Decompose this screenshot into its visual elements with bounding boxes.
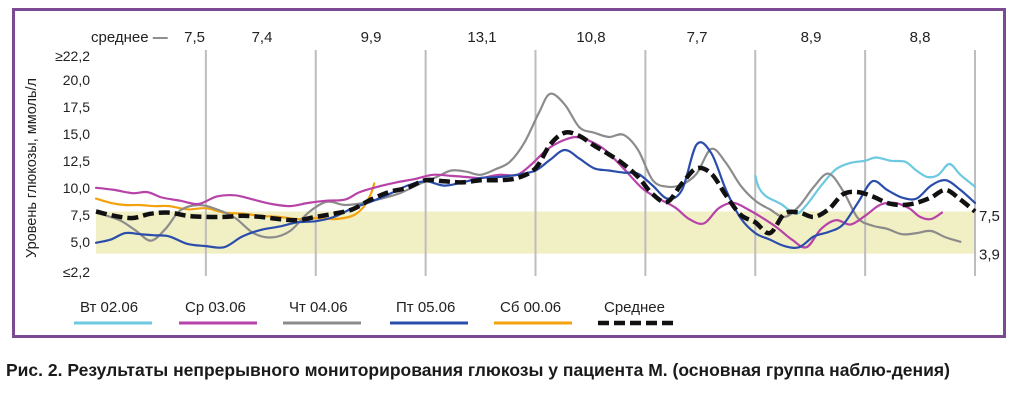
- glucose-chart: ≥22,2 20,0 17,5 15,0 12,5 10,0 7,5 5,0 ≤2,2 Урове…: [24, 29, 1000, 326]
- y-tick-label: 17,5: [63, 99, 90, 115]
- legend-label: Сб 00.06: [500, 299, 561, 316]
- y-tick-label: 12,5: [63, 153, 90, 169]
- mean-label: 7,5: [184, 29, 205, 46]
- series-line-fri: [94, 141, 977, 249]
- series-line-wed: [94, 135, 944, 249]
- chart-frame: [12, 8, 1006, 338]
- y-axis-label: Уровень глюкозы, ммоль/л: [24, 78, 40, 258]
- mean-label: 9,9: [361, 29, 382, 46]
- series-line-tu: [754, 156, 977, 215]
- y-tick-label: ≥22,2: [55, 48, 90, 64]
- legend-label: Чт 04.06: [289, 299, 348, 316]
- mean-label-prefix: среднее —: [91, 29, 168, 46]
- legend-label: Ср 03.06: [185, 299, 246, 316]
- mean-label: 8,9: [801, 29, 822, 46]
- mean-label: 13,1: [467, 29, 496, 46]
- y-tick-label: 10,0: [63, 180, 90, 196]
- legend-label: Пт 05.06: [396, 299, 455, 316]
- series-line-avg: [95, 130, 977, 236]
- mean-label: 7,7: [687, 29, 708, 46]
- y-tick-label: 15,0: [63, 126, 90, 142]
- y-tick-label: 20,0: [63, 72, 90, 88]
- right-value-label: 7,5: [979, 208, 1000, 225]
- mean-label: 10,8: [576, 29, 605, 46]
- y-tick-label: 7,5: [71, 207, 91, 223]
- mean-label: 8,8: [910, 29, 931, 46]
- series-line-thu: [105, 92, 962, 243]
- figure-caption: Рис. 2. Результаты непрерывного монитори…: [6, 360, 950, 380]
- legend-label: Среднее: [604, 299, 665, 316]
- legend-label: Вт 02.06: [80, 299, 138, 316]
- mean-label: 7,4: [252, 29, 273, 46]
- y-tick-label: ≤2,2: [63, 264, 90, 280]
- right-value-label: 3,9: [979, 247, 1000, 264]
- y-tick-label: 5,0: [71, 234, 91, 250]
